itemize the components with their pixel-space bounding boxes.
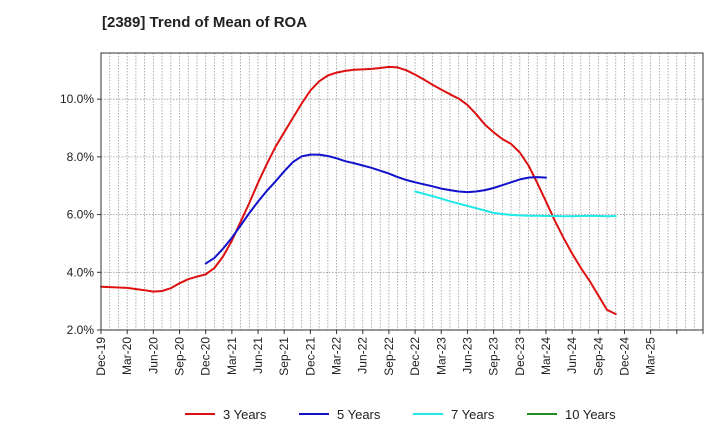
legend-label: 10 Years xyxy=(565,407,616,422)
plot-border xyxy=(100,52,704,331)
x-tick-label: Sep-24 xyxy=(591,337,605,376)
x-tick-label: Mar-21 xyxy=(225,337,239,375)
plot-area xyxy=(101,53,703,330)
x-tick-label: Dec-20 xyxy=(199,337,213,376)
x-tick-label: Jun-22 xyxy=(356,337,370,374)
x-tick-label: Dec-19 xyxy=(94,337,108,376)
x-tick-label: Jun-20 xyxy=(146,337,160,374)
x-tick-label: Sep-23 xyxy=(487,337,501,376)
chart-title: [2389] Trend of Mean of ROA xyxy=(102,14,308,31)
x-tick-label: Mar-20 xyxy=(120,337,134,375)
legend-label: 3 Years xyxy=(223,407,267,422)
x-tick-label: Dec-24 xyxy=(617,337,631,376)
x-tick-label: Mar-24 xyxy=(539,337,553,375)
y-tick-label: 6.0% xyxy=(67,208,95,222)
x-tick-label: Sep-21 xyxy=(277,337,291,376)
x-tick-label: Dec-22 xyxy=(408,337,422,376)
y-tick-label: 4.0% xyxy=(67,265,95,279)
series-line xyxy=(204,153,547,265)
series-line xyxy=(414,190,617,218)
x-tick-label: Jun-24 xyxy=(565,337,579,374)
legend-label: 7 Years xyxy=(451,407,495,422)
x-tick-label: Dec-23 xyxy=(513,337,527,376)
x-tick-label: Jun-21 xyxy=(251,337,265,374)
x-tick-label: Sep-20 xyxy=(173,337,187,376)
y-tick-label: 2.0% xyxy=(67,323,95,337)
x-tick-label: Jun-23 xyxy=(460,337,474,374)
x-tick-label: Dec-21 xyxy=(303,337,317,376)
y-tick-label: 10.0% xyxy=(60,92,94,106)
x-tick-label: Mar-25 xyxy=(644,337,658,375)
x-tick-label: Mar-22 xyxy=(330,337,344,375)
y-tick-label: 8.0% xyxy=(67,150,95,164)
x-tick-label: Sep-22 xyxy=(382,337,396,376)
legend-label: 5 Years xyxy=(337,407,381,422)
x-tick-label: Mar-23 xyxy=(434,337,448,375)
